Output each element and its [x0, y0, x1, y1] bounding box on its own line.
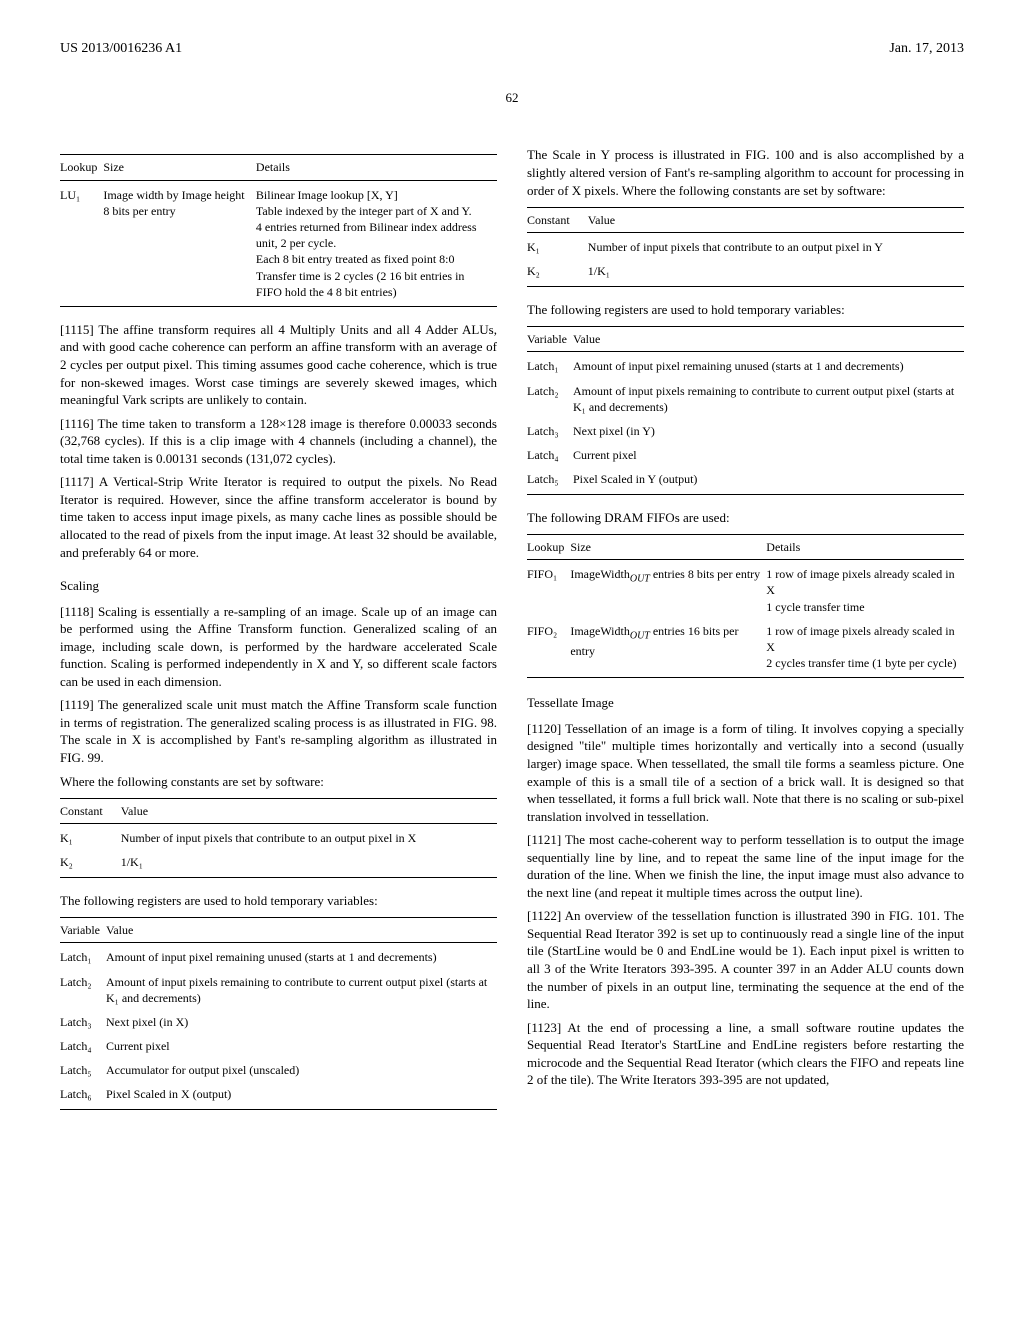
td: Amount of input pixel remaining unused (…	[106, 943, 497, 970]
th: Value	[588, 208, 964, 233]
td: 1 row of image pixels already scaled in …	[766, 619, 964, 678]
td: Latch₂	[60, 970, 106, 1010]
td: Next pixel (in X)	[106, 1010, 497, 1034]
left-column: Lookup Size Details LU₁ Image width by I…	[60, 146, 497, 1123]
th: Value	[106, 918, 497, 943]
const-intro: Where the following constants are set by…	[60, 773, 497, 791]
fifo-intro: The following DRAM FIFOs are used:	[527, 509, 964, 527]
td: Amount of input pixel remaining unused (…	[573, 352, 964, 379]
td: FIFO₂	[527, 619, 570, 678]
td: Latch₁	[527, 352, 573, 379]
para-1119: [1119] The generalized scale unit must m…	[60, 696, 497, 766]
th: Lookup	[527, 535, 570, 560]
td: ImageWidthOUT entries 8 bits per entry	[570, 560, 766, 619]
td: Pixel Scaled in Y (output)	[573, 467, 964, 494]
variable-table-x: Variable Value Latch₁Amount of input pix…	[60, 917, 497, 1110]
td: Next pixel (in Y)	[573, 419, 964, 443]
variable-table-y: Variable Value Latch₁Amount of input pix…	[527, 326, 964, 494]
td: LU₁	[60, 180, 103, 306]
constant-table-y: Constant Value K₁Number of input pixels …	[527, 207, 964, 287]
td: Latch₄	[527, 443, 573, 467]
th: Constant	[527, 208, 588, 233]
td: FIFO₁	[527, 560, 570, 619]
td: 1/K₁	[588, 259, 964, 286]
td: Current pixel	[106, 1034, 497, 1058]
td: Latch₃	[60, 1010, 106, 1034]
reg-intro-y: The following registers are used to hold…	[527, 301, 964, 319]
page-number: 62	[60, 89, 964, 107]
para-1116: [1116] The time taken to transform a 128…	[60, 415, 497, 468]
doc-id: US 2013/0016236 A1	[60, 40, 182, 59]
td: K₁	[60, 824, 121, 851]
para-1118: [1118] Scaling is essentially a re-sampl…	[60, 603, 497, 691]
th-lookup: Lookup	[60, 155, 103, 180]
td: Latch₁	[60, 943, 106, 970]
td: 1 row of image pixels already scaled in …	[766, 560, 964, 619]
th: Details	[766, 535, 964, 560]
right-column: The Scale in Y process is illustrated in…	[527, 146, 964, 1123]
section-scaling: Scaling	[60, 577, 497, 595]
td: K₁	[527, 233, 588, 260]
td: Number of input pixels that contribute t…	[121, 824, 497, 851]
td: Bilinear Image lookup [X, Y] Table index…	[256, 180, 497, 306]
td: Amount of input pixels remaining to cont…	[573, 379, 964, 419]
th: Constant	[60, 799, 121, 824]
page-header: US 2013/0016236 A1 Jan. 17, 2013	[60, 40, 964, 59]
th: Value	[121, 799, 497, 824]
th: Variable	[527, 327, 573, 352]
td: 1/K₁	[121, 850, 497, 877]
para-1122: [1122] An overview of the tessellation f…	[527, 907, 964, 1012]
para-1117: [1117] A Vertical-Strip Write Iterator i…	[60, 473, 497, 561]
td: K₂	[527, 259, 588, 286]
para-1115: [1115] The affine transform requires all…	[60, 321, 497, 409]
td: Current pixel	[573, 443, 964, 467]
constant-table-x: Constant Value K₁Number of input pixels …	[60, 798, 497, 878]
td: Accumulator for output pixel (unscaled)	[106, 1058, 497, 1082]
fifo-table: Lookup Size Details FIFO₁ ImageWidthOUT …	[527, 534, 964, 678]
td: Latch₃	[527, 419, 573, 443]
td: Pixel Scaled in X (output)	[106, 1082, 497, 1109]
td: K₂	[60, 850, 121, 877]
td: Latch₂	[527, 379, 573, 419]
td: Image width by Image height 8 bits per e…	[103, 180, 256, 306]
th: Size	[570, 535, 766, 560]
pub-date: Jan. 17, 2013	[889, 40, 964, 59]
th: Variable	[60, 918, 106, 943]
reg-intro: The following registers are used to hold…	[60, 892, 497, 910]
td: Number of input pixels that contribute t…	[588, 233, 964, 260]
td: Latch₆	[60, 1082, 106, 1109]
td: ImageWidthOUT entries 16 bits per entry	[570, 619, 766, 678]
para-1121: [1121] The most cache-coherent way to pe…	[527, 831, 964, 901]
para-scale-y: The Scale in Y process is illustrated in…	[527, 146, 964, 199]
th-size: Size	[103, 155, 256, 180]
td: Latch₅	[527, 467, 573, 494]
para-1123: [1123] At the end of processing a line, …	[527, 1019, 964, 1089]
th: Value	[573, 327, 964, 352]
td: Amount of input pixels remaining to cont…	[106, 970, 497, 1010]
lookup-table: Lookup Size Details LU₁ Image width by I…	[60, 154, 497, 307]
section-tessellate: Tessellate Image	[527, 694, 964, 712]
td: Latch₄	[60, 1034, 106, 1058]
td: Latch₅	[60, 1058, 106, 1082]
para-1120: [1120] Tessellation of an image is a for…	[527, 720, 964, 825]
th-details: Details	[256, 155, 497, 180]
